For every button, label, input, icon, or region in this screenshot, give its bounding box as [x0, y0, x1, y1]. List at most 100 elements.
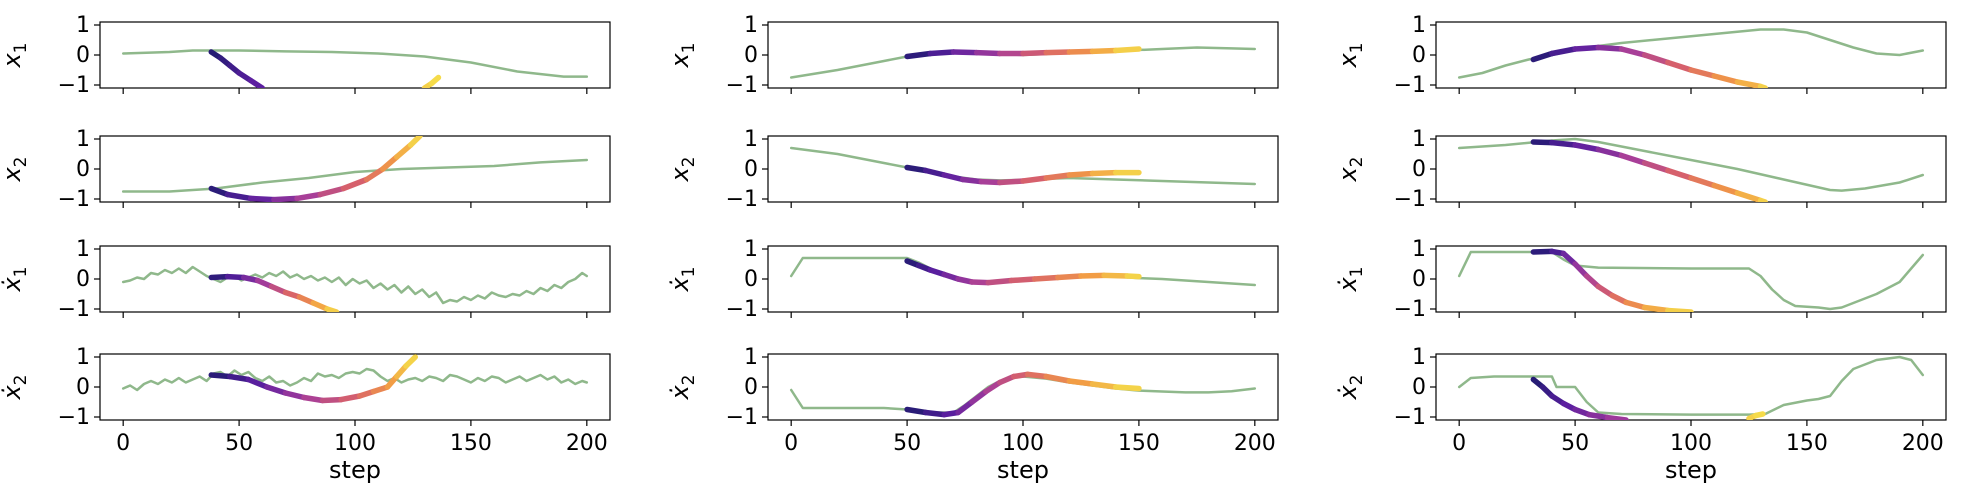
x-tick-label: 100	[1670, 431, 1712, 456]
y-tick-label: 1	[1412, 13, 1426, 38]
prediction-line	[1530, 139, 1768, 202]
ground-truth-line	[1457, 250, 1925, 311]
prediction-line-tail	[421, 74, 442, 88]
y-tick-label: −1	[1394, 405, 1426, 430]
x-axis-label: step	[1665, 456, 1717, 484]
y-tick-label: 0	[76, 157, 90, 182]
y-tick-label: 1	[1412, 237, 1426, 262]
subplot-c1-r3: −1 0 1 ẋ1	[0, 237, 611, 322]
subplot-c1-r2: −1 0 1 x2	[0, 127, 611, 212]
subplot-c3-r1: −1 0 1 x1	[1334, 13, 1947, 98]
y-axis-label: ẋ2	[1334, 374, 1367, 400]
subplot-c1-r1: −1 0 1 x1	[0, 13, 611, 98]
plot-frame	[99, 353, 611, 421]
subplot-c3-r4: −1 0 1 ẋ2	[1334, 345, 1947, 430]
y-axis-label: x2	[0, 156, 31, 182]
x-tick-label: 50	[893, 431, 921, 456]
y-tick-label: 1	[76, 345, 90, 370]
y-tick-label: −1	[58, 73, 90, 98]
ground-truth-line	[121, 158, 589, 193]
ground-truth-line	[121, 367, 589, 392]
y-tick-label: −1	[726, 405, 758, 430]
y-tick-label: 0	[1412, 267, 1426, 292]
plot-frame	[1435, 135, 1947, 203]
y-tick-label: 1	[76, 13, 90, 38]
y-tick-label: −1	[58, 297, 90, 322]
prediction-line	[904, 164, 1142, 186]
subplot-c3-r3: −1 0 1 ẋ1	[1334, 237, 1947, 322]
x-tick-label: 150	[1786, 431, 1828, 456]
x-tick-label: 0	[116, 431, 130, 456]
y-tick-label: 0	[76, 43, 90, 68]
prediction-line	[904, 258, 1142, 286]
prediction-line	[904, 46, 1142, 60]
subplot-c1-r4: −1 0 1 ẋ2	[0, 345, 611, 430]
ground-truth-line	[789, 375, 1257, 414]
x-tick-label: 0	[1452, 431, 1466, 456]
plot-frame	[1435, 245, 1947, 313]
y-axis-label: ẋ1	[1334, 266, 1367, 292]
y-axis-label: ẋ1	[0, 266, 31, 292]
x-axis-label: step	[329, 456, 381, 484]
y-tick-label: −1	[726, 297, 758, 322]
y-tick-label: 0	[744, 157, 758, 182]
y-axis-label: x1	[0, 42, 31, 68]
x-axis-label: step	[997, 456, 1049, 484]
plot-frame	[767, 135, 1279, 203]
x-tick-label: 0	[784, 431, 798, 456]
x-tick-label: 100	[334, 431, 376, 456]
prediction-line-tail	[1746, 411, 1766, 420]
y-axis-label: x2	[666, 156, 699, 182]
y-tick-label: 1	[744, 237, 758, 262]
y-axis-label: ẋ2	[666, 374, 699, 400]
y-tick-label: 0	[1412, 375, 1426, 400]
y-tick-label: −1	[1394, 187, 1426, 212]
subplot-c2-r3: −1 0 1 ẋ1	[666, 237, 1279, 322]
prediction-line	[1530, 248, 1694, 312]
plot-frame	[99, 245, 611, 313]
y-tick-label: 0	[1412, 43, 1426, 68]
x-tick-label: 50	[225, 431, 253, 456]
y-axis-label: ẋ2	[0, 374, 31, 400]
y-tick-label: 0	[744, 43, 758, 68]
prediction-line	[208, 273, 340, 312]
x-tick-label: 150	[1118, 431, 1160, 456]
y-tick-label: 0	[744, 375, 758, 400]
y-tick-label: −1	[726, 73, 758, 98]
y-tick-label: −1	[1394, 297, 1426, 322]
y-tick-label: −1	[1394, 73, 1426, 98]
ground-truth-line	[1457, 137, 1925, 192]
prediction-line	[208, 49, 266, 88]
y-tick-label: 0	[744, 267, 758, 292]
subplot-c3-r2: −1 0 1 x2	[1334, 127, 1947, 212]
subplot-c2-r4: −1 0 1 ẋ2	[666, 345, 1279, 430]
prediction-line	[208, 136, 423, 202]
x-tick-label: 150	[450, 431, 492, 456]
ground-truth-line	[1457, 28, 1925, 79]
y-axis-label: x1	[1334, 42, 1367, 68]
y-tick-label: 0	[1412, 157, 1426, 182]
y-axis-label: x1	[666, 42, 699, 68]
y-tick-label: −1	[58, 405, 90, 430]
y-tick-label: 1	[76, 237, 90, 262]
x-tick-label: 200	[566, 431, 608, 456]
ground-truth-line	[121, 49, 589, 78]
prediction-line	[1530, 376, 1629, 420]
prediction-line	[904, 371, 1142, 418]
subplot-c2-r1: −1 0 1 x1	[666, 13, 1279, 98]
x-tick-label: 200	[1234, 431, 1276, 456]
y-tick-label: 1	[744, 127, 758, 152]
y-tick-label: 1	[744, 13, 758, 38]
y-tick-label: 1	[1412, 345, 1426, 370]
subplot-c2-r2: −1 0 1 x2	[666, 127, 1279, 212]
y-tick-label: 1	[744, 345, 758, 370]
y-axis-label: x2	[1334, 156, 1367, 182]
prediction-line	[1530, 44, 1768, 88]
y-axis-label: ẋ1	[666, 266, 699, 292]
x-tick-label: 200	[1902, 431, 1944, 456]
y-tick-label: −1	[58, 187, 90, 212]
y-tick-label: 0	[76, 267, 90, 292]
y-tick-label: −1	[726, 187, 758, 212]
y-tick-label: 1	[1412, 127, 1426, 152]
